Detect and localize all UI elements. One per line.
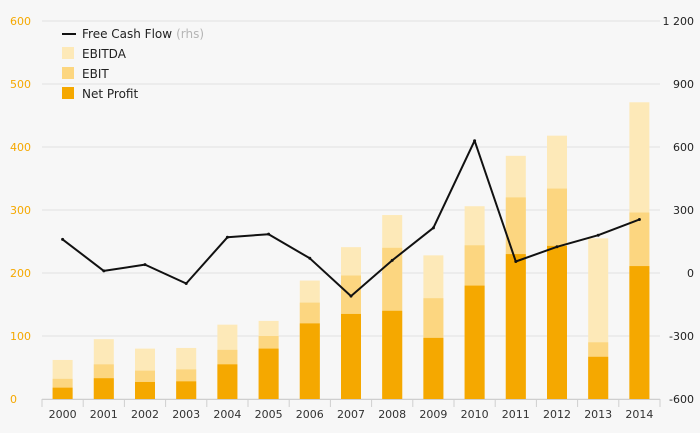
line-point xyxy=(184,282,188,285)
line-point xyxy=(102,269,106,273)
x-tick-label: 2009 xyxy=(419,408,447,421)
x-tick-label: 2007 xyxy=(337,408,365,421)
x-tick-label: 2008 xyxy=(378,408,406,421)
line-point xyxy=(596,233,600,237)
y-left-tick-label: 100 xyxy=(10,330,31,343)
line-point xyxy=(143,263,147,267)
y-left-tick-label: 0 xyxy=(10,393,17,406)
x-tick-label: 2014 xyxy=(625,408,653,421)
legend-label-net-profit: Net Profit xyxy=(82,87,138,101)
legend-swatch-ebitda xyxy=(62,47,74,59)
x-tick-label: 2001 xyxy=(90,408,118,421)
y-right-tick-label: 900 xyxy=(673,78,694,91)
y-left-tick-label: 600 xyxy=(10,15,31,28)
x-tick-label: 2003 xyxy=(172,408,200,421)
bar-net-profit xyxy=(341,313,361,399)
x-tick-label: 2013 xyxy=(584,408,612,421)
line-point xyxy=(514,259,518,263)
line-point xyxy=(267,232,271,236)
line-point xyxy=(473,139,477,143)
x-tick-label: 2002 xyxy=(131,408,159,421)
legend-label-ebitda: EBITDA xyxy=(82,47,127,61)
line-point xyxy=(308,256,312,260)
bar-net-profit xyxy=(382,310,403,399)
x-tick-label: 2012 xyxy=(543,408,571,421)
bar-net-profit xyxy=(135,381,155,399)
y-left-tick-label: 300 xyxy=(10,204,31,217)
line-point xyxy=(349,294,353,298)
legend-label-free-cash-flow: Free Cash Flow xyxy=(82,27,172,41)
y-right-tick-label: -600 xyxy=(669,393,694,406)
x-tick-label: 2011 xyxy=(502,408,530,421)
y-right-tick-label: 300 xyxy=(673,204,694,217)
y-left-tick-label: 200 xyxy=(10,267,31,280)
bar-net-profit xyxy=(423,337,444,399)
line-point xyxy=(225,235,229,239)
line-point xyxy=(431,226,435,230)
bar-net-profit xyxy=(588,356,609,399)
line-point xyxy=(390,258,394,262)
bar-net-profit xyxy=(52,387,73,399)
legend-suffix-rhs: (rhs) xyxy=(176,27,204,41)
bar-net-profit xyxy=(217,364,238,399)
x-tick-label: 2010 xyxy=(461,408,489,421)
bar-net-profit xyxy=(176,381,197,399)
bar-net-profit xyxy=(547,245,567,399)
bar-net-profit xyxy=(93,378,114,399)
bar-net-profit xyxy=(258,348,279,399)
y-right-tick-label: 0 xyxy=(687,267,694,280)
x-tick-label: 2000 xyxy=(49,408,77,421)
bar-net-profit xyxy=(464,285,485,399)
bar-net-profit xyxy=(629,266,650,399)
line-point xyxy=(637,217,641,221)
bar-net-profit xyxy=(505,254,526,399)
x-tick-label: 2005 xyxy=(255,408,283,421)
y-left-tick-label: 500 xyxy=(10,78,31,91)
bar-net-profit xyxy=(299,323,320,399)
legend-swatch-net-profit xyxy=(62,87,74,99)
x-tick-label: 2004 xyxy=(213,408,241,421)
legend-label-ebit: EBIT xyxy=(82,67,109,81)
line-point xyxy=(61,237,65,241)
y-right-tick-label: 1 200 xyxy=(663,15,695,28)
legend-swatch-ebit xyxy=(62,67,74,79)
line-point xyxy=(555,245,559,249)
y-right-tick-label: -300 xyxy=(669,330,694,343)
y-right-tick-label: 600 xyxy=(673,141,694,154)
y-left-tick-label: 400 xyxy=(10,141,31,154)
x-tick-label: 2006 xyxy=(296,408,324,421)
